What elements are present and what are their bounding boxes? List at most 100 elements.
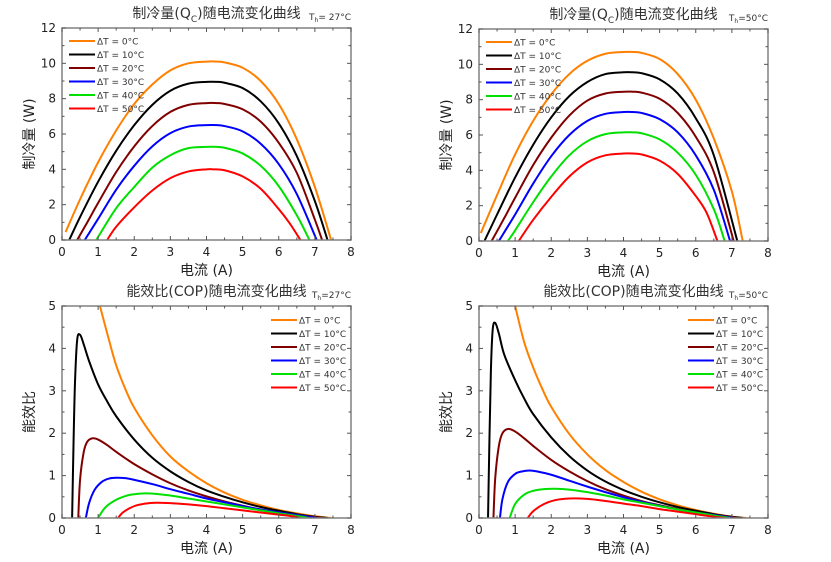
legend-label: ΔT = 0°C [299, 317, 340, 327]
legend-label: ΔT = 40°C [299, 371, 346, 381]
x-tick-label: 1 [94, 245, 102, 259]
x-tick-label: 4 [203, 245, 211, 259]
x-tick-label: 1 [511, 523, 519, 537]
y-tick-label: 2 [465, 426, 473, 440]
series-line-dt10 [71, 333, 328, 518]
series-line-dt40 [97, 492, 310, 518]
legend: ΔT = 0°C ΔT = 10°C ΔT = 20°C ΔT = 30°C ΔT = … [69, 38, 144, 115]
y-tick-label: 2 [48, 198, 56, 212]
x-tick-label: 5 [656, 246, 664, 260]
th-annotation: Th= 27°C [308, 13, 351, 24]
x-axis-label: 电流 (A) [597, 541, 650, 557]
legend-label: ΔT = 10°C [299, 330, 346, 340]
x-tick-label: 3 [584, 246, 592, 260]
legend-label: ΔT = 20°C [299, 344, 346, 354]
series-group [479, 50, 744, 241]
series-line-dt30 [83, 124, 318, 240]
x-tick-label: 6 [275, 523, 283, 537]
legend-label: ΔT = 50°C [716, 384, 763, 394]
y-tick-label: 8 [465, 93, 473, 107]
y-axis-label: 制冷量 (W) [439, 99, 455, 170]
legend-label: ΔT = 20°C [514, 66, 561, 76]
legend-label: ΔT = 0°C [716, 317, 757, 327]
y-tick-label: 5 [465, 299, 473, 313]
x-tick-label: 4 [203, 523, 211, 537]
x-tick-label: 8 [347, 245, 355, 259]
series-line-dt0 [479, 50, 744, 241]
series-line-dt0 [64, 60, 333, 240]
x-axis-label: 电流 (A) [597, 264, 650, 280]
x-tick-label: 5 [656, 523, 664, 537]
chart-cop-50: 0 1 2 3 4 5 6 7 8 0 1 2 3 4 5 电流 (A) 能效比 能效比(COP)随电流变化曲线 T… [439, 284, 772, 557]
chart-title: 制冷量(QC)随电流变化曲线 [549, 7, 717, 26]
y-tick-label: 10 [41, 56, 56, 70]
x-tick-label: 1 [511, 246, 519, 260]
series-line-dt10 [487, 321, 743, 518]
y-tick-label: 12 [41, 21, 56, 35]
x-tick-label: 0 [58, 523, 66, 537]
series-line-dt50 [106, 168, 302, 240]
x-tick-label: 8 [764, 523, 772, 537]
legend: ΔT = 0°C ΔT = 10°C ΔT = 20°C ΔT = 30°C ΔT = … [486, 39, 561, 116]
x-tick-label: 6 [692, 523, 700, 537]
y-tick-label: 0 [48, 511, 56, 525]
y-tick-label: 4 [48, 341, 56, 355]
th-annotation: Th=50°C [728, 291, 768, 302]
y-tick-label: 1 [48, 469, 56, 483]
y-axis-label: 能效比 [439, 391, 455, 433]
y-tick-label: 6 [48, 127, 56, 141]
legend-label: ΔT = 40°C [716, 371, 763, 381]
x-tick-label: 8 [347, 523, 355, 537]
legend-label: ΔT = 10°C [716, 330, 763, 340]
series-line-dt40 [508, 487, 731, 518]
legend-label: ΔT = 50°C [299, 384, 346, 394]
series-line-dt50 [117, 501, 301, 518]
legend: ΔT = 0°C ΔT = 10°C ΔT = 20°C ΔT = 30°C ΔT = … [688, 317, 763, 394]
x-tick-label: 5 [239, 523, 247, 537]
series-line-dt0 [514, 306, 747, 518]
x-tick-label: 1 [94, 523, 102, 537]
x-tick-label: 2 [130, 245, 138, 259]
y-tick-label: 10 [458, 57, 473, 71]
series-line-dt20 [492, 427, 738, 518]
y-axis-label: 制冷量 (W) [22, 98, 38, 169]
y-tick-label: 1 [465, 469, 473, 483]
series-line-dt40 [507, 131, 726, 241]
legend-label: ΔT = 50°C [514, 106, 561, 116]
x-tick-label: 2 [547, 246, 555, 260]
series-line-dt50 [517, 152, 719, 241]
y-tick-label: 3 [465, 384, 473, 398]
th-annotation: Th=27°C [311, 291, 351, 302]
series-line-dt10 [68, 80, 329, 240]
x-tick-label: 0 [475, 523, 483, 537]
y-tick-label: 2 [465, 199, 473, 213]
chart-title: 制冷量(QC)随电流变化曲线 [132, 6, 300, 25]
x-tick-label: 6 [692, 246, 700, 260]
x-tick-label: 7 [728, 523, 736, 537]
x-tick-label: 7 [311, 523, 319, 537]
legend-label: ΔT = 30°C [716, 357, 763, 367]
legend-label: ΔT = 40°C [97, 92, 144, 102]
y-axis-label: 能效比 [22, 391, 38, 433]
x-tick-label: 2 [547, 523, 555, 537]
x-tick-label: 4 [620, 523, 628, 537]
series-line-dt50 [526, 497, 725, 518]
y-tick-label: 8 [48, 92, 56, 106]
x-tick-label: 5 [239, 245, 247, 259]
y-tick-label: 0 [48, 233, 56, 247]
legend-label: ΔT = 0°C [97, 38, 138, 48]
series-line-dt30 [498, 110, 732, 241]
y-tick-label: 4 [465, 341, 473, 355]
series-group [71, 306, 332, 518]
y-tick-label: 12 [458, 22, 473, 36]
chart-cop-27: 0 1 2 3 4 5 6 7 8 0 1 2 3 4 5 电流 (A) 能效比 能效比(COP)随电流变化曲线 T… [22, 284, 355, 557]
legend-label: ΔT = 0°C [514, 39, 555, 49]
x-tick-label: 2 [130, 523, 138, 537]
legend-label: ΔT = 30°C [97, 78, 144, 88]
x-tick-label: 8 [764, 246, 772, 260]
chart-title: 能效比(COP)随电流变化曲线 [126, 284, 306, 300]
x-tick-label: 3 [167, 523, 175, 537]
